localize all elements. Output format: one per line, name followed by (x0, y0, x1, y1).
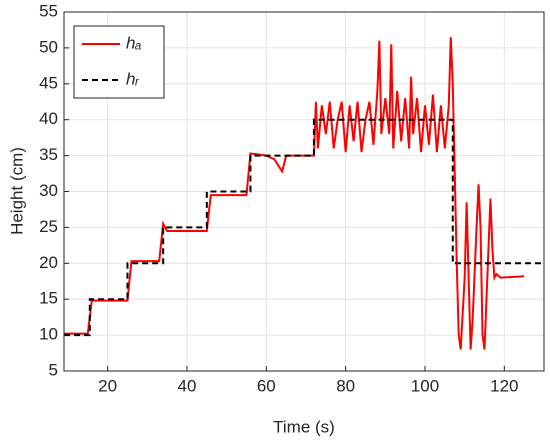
x-tick-label: 20 (98, 376, 117, 395)
y-axis-label: Height (cm) (7, 147, 26, 235)
y-tick-label: 30 (39, 181, 58, 200)
y-tick-label: 50 (39, 37, 58, 56)
y-tick-label: 15 (39, 289, 58, 308)
legend-label: hₐ (126, 33, 142, 52)
y-tick-label: 45 (39, 73, 58, 92)
line-series (64, 37, 525, 350)
y-tick-label: 25 (39, 217, 58, 236)
legend-label: hᵣ (126, 69, 139, 88)
x-tick-label: 80 (336, 376, 355, 395)
x-tick-label: 120 (490, 376, 518, 395)
x-tick-label: 40 (178, 376, 197, 395)
y-tick-label: 55 (39, 1, 58, 20)
line-series (64, 118, 544, 337)
y-tick-label: 10 (39, 325, 58, 344)
legend-box (73, 25, 165, 99)
x-axis-label: Time (s) (273, 417, 335, 436)
x-tick-label: 60 (257, 376, 276, 395)
y-tick-label: 35 (39, 145, 58, 164)
x-tick-label: 100 (411, 376, 439, 395)
axes-box (63, 11, 545, 372)
y-tick-label: 20 (39, 253, 58, 272)
y-tick-label: 5 (49, 360, 58, 379)
y-tick-label: 40 (39, 109, 58, 128)
